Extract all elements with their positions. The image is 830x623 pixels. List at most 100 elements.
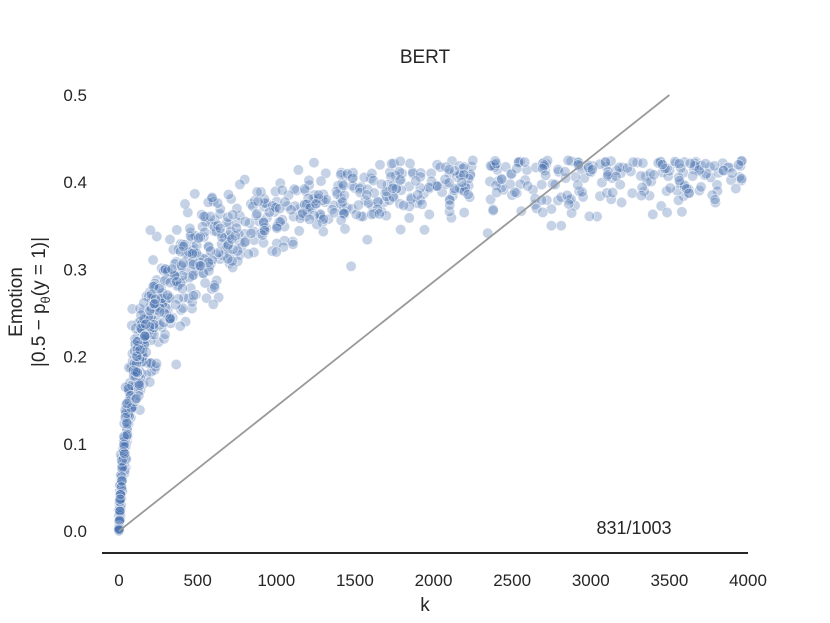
scatter-point [673, 158, 685, 170]
scatter-point [139, 330, 151, 342]
scatter-point [394, 155, 406, 167]
scatter-point [387, 182, 399, 194]
scatter-point [285, 204, 297, 216]
scatter-point [114, 493, 126, 505]
scatter-point [130, 366, 142, 378]
scatter-point [616, 196, 628, 209]
scatter-point [414, 171, 426, 183]
scatter-point [274, 177, 286, 189]
scatter-point [162, 289, 174, 301]
y-tick-label: 0.1 [63, 435, 87, 454]
scatter-point [600, 156, 612, 168]
y-tick-labels: 0.0 0.1 0.2 0.3 0.4 0.5 [63, 86, 87, 541]
scatter-point [443, 163, 455, 176]
scatter-point [509, 186, 521, 198]
scatter-point [676, 206, 688, 218]
scatter-point [418, 224, 431, 236]
scatter-point [602, 169, 614, 181]
scatter-point [121, 418, 133, 430]
scatter-point [222, 189, 235, 201]
scatter-point [279, 196, 291, 208]
scatter-point [726, 167, 738, 179]
scatter-point [444, 199, 456, 211]
scatter-point [366, 167, 378, 180]
scatter-point [572, 179, 584, 191]
scatter-point [118, 430, 130, 443]
scatter-point [636, 181, 648, 194]
scatter-point [182, 206, 194, 219]
scatter-point [267, 200, 279, 212]
scatter-point [159, 328, 171, 341]
scatter-point [331, 188, 343, 200]
scatter-point [336, 178, 348, 190]
scatter-point [187, 290, 199, 302]
scatter-point [310, 198, 322, 210]
y-axis-label-subscript: θ [38, 296, 53, 303]
scatter-point [227, 209, 239, 221]
scatter-point [458, 207, 470, 219]
scatter-point [122, 383, 134, 395]
chart-title: BERT [400, 47, 451, 68]
scatter-point [214, 222, 226, 234]
scatter-point [195, 260, 207, 272]
scatter-point [287, 238, 299, 250]
scatter-point [601, 187, 613, 199]
scatter-point [209, 281, 221, 293]
scatter-point [656, 159, 668, 171]
scatter-point [736, 173, 748, 185]
scatter-point [114, 501, 126, 513]
scatter-point [462, 188, 474, 201]
scatter-point [226, 233, 238, 245]
scatter-point [410, 175, 422, 187]
scatter-point [222, 239, 234, 251]
scatter-point [113, 523, 125, 535]
x-tick-labels: 0 500 1000 1500 2000 2500 3000 3500 4000 [114, 571, 767, 590]
scatter-point [114, 505, 126, 517]
scatter-point [673, 171, 685, 183]
scatter-point [357, 210, 369, 223]
scatter-point [172, 293, 184, 305]
scatter-point [169, 258, 181, 270]
scatter-point [135, 309, 147, 321]
scatter-point [144, 376, 156, 388]
scatter-point [416, 198, 428, 210]
scatter-point [368, 187, 380, 199]
x-tick-label: 0 [114, 571, 123, 590]
scatter-point [683, 187, 695, 199]
scatter-point [121, 429, 133, 441]
scatter-point [293, 225, 305, 237]
scatter-point [170, 299, 182, 311]
scatter-point [227, 261, 239, 273]
scatter-point [361, 189, 373, 201]
scatter-point [673, 175, 685, 187]
scatter-points [113, 154, 748, 537]
scatter-point [177, 257, 189, 269]
scatter-point [350, 208, 362, 220]
scatter-point [239, 174, 251, 186]
scatter-point [545, 220, 557, 232]
scatter-point [627, 156, 639, 168]
scatter-point [271, 222, 283, 234]
scatter-point [179, 198, 191, 210]
scatter-point [187, 269, 199, 281]
scatter-point [140, 346, 152, 358]
x-tick-label: 3000 [572, 571, 610, 590]
scatter-point [270, 202, 282, 214]
scatter-point [709, 194, 721, 206]
scatter-point [164, 312, 176, 324]
scatter-point [687, 170, 699, 182]
scatter-point [164, 233, 176, 246]
scatter-point [423, 181, 435, 193]
scatter-point [125, 402, 137, 414]
scatter-point [489, 155, 501, 167]
scatter-point [160, 273, 172, 285]
scatter-point [361, 234, 373, 246]
scatter-point [194, 231, 206, 243]
scatter-point [239, 215, 251, 228]
scatter-point [443, 205, 456, 218]
scatter-point [336, 196, 349, 208]
scatter-point [434, 161, 446, 173]
scatter-point [536, 179, 548, 191]
scatter-point [661, 206, 673, 219]
y-axis-label-line2-start: |0.5 − p [29, 303, 50, 367]
